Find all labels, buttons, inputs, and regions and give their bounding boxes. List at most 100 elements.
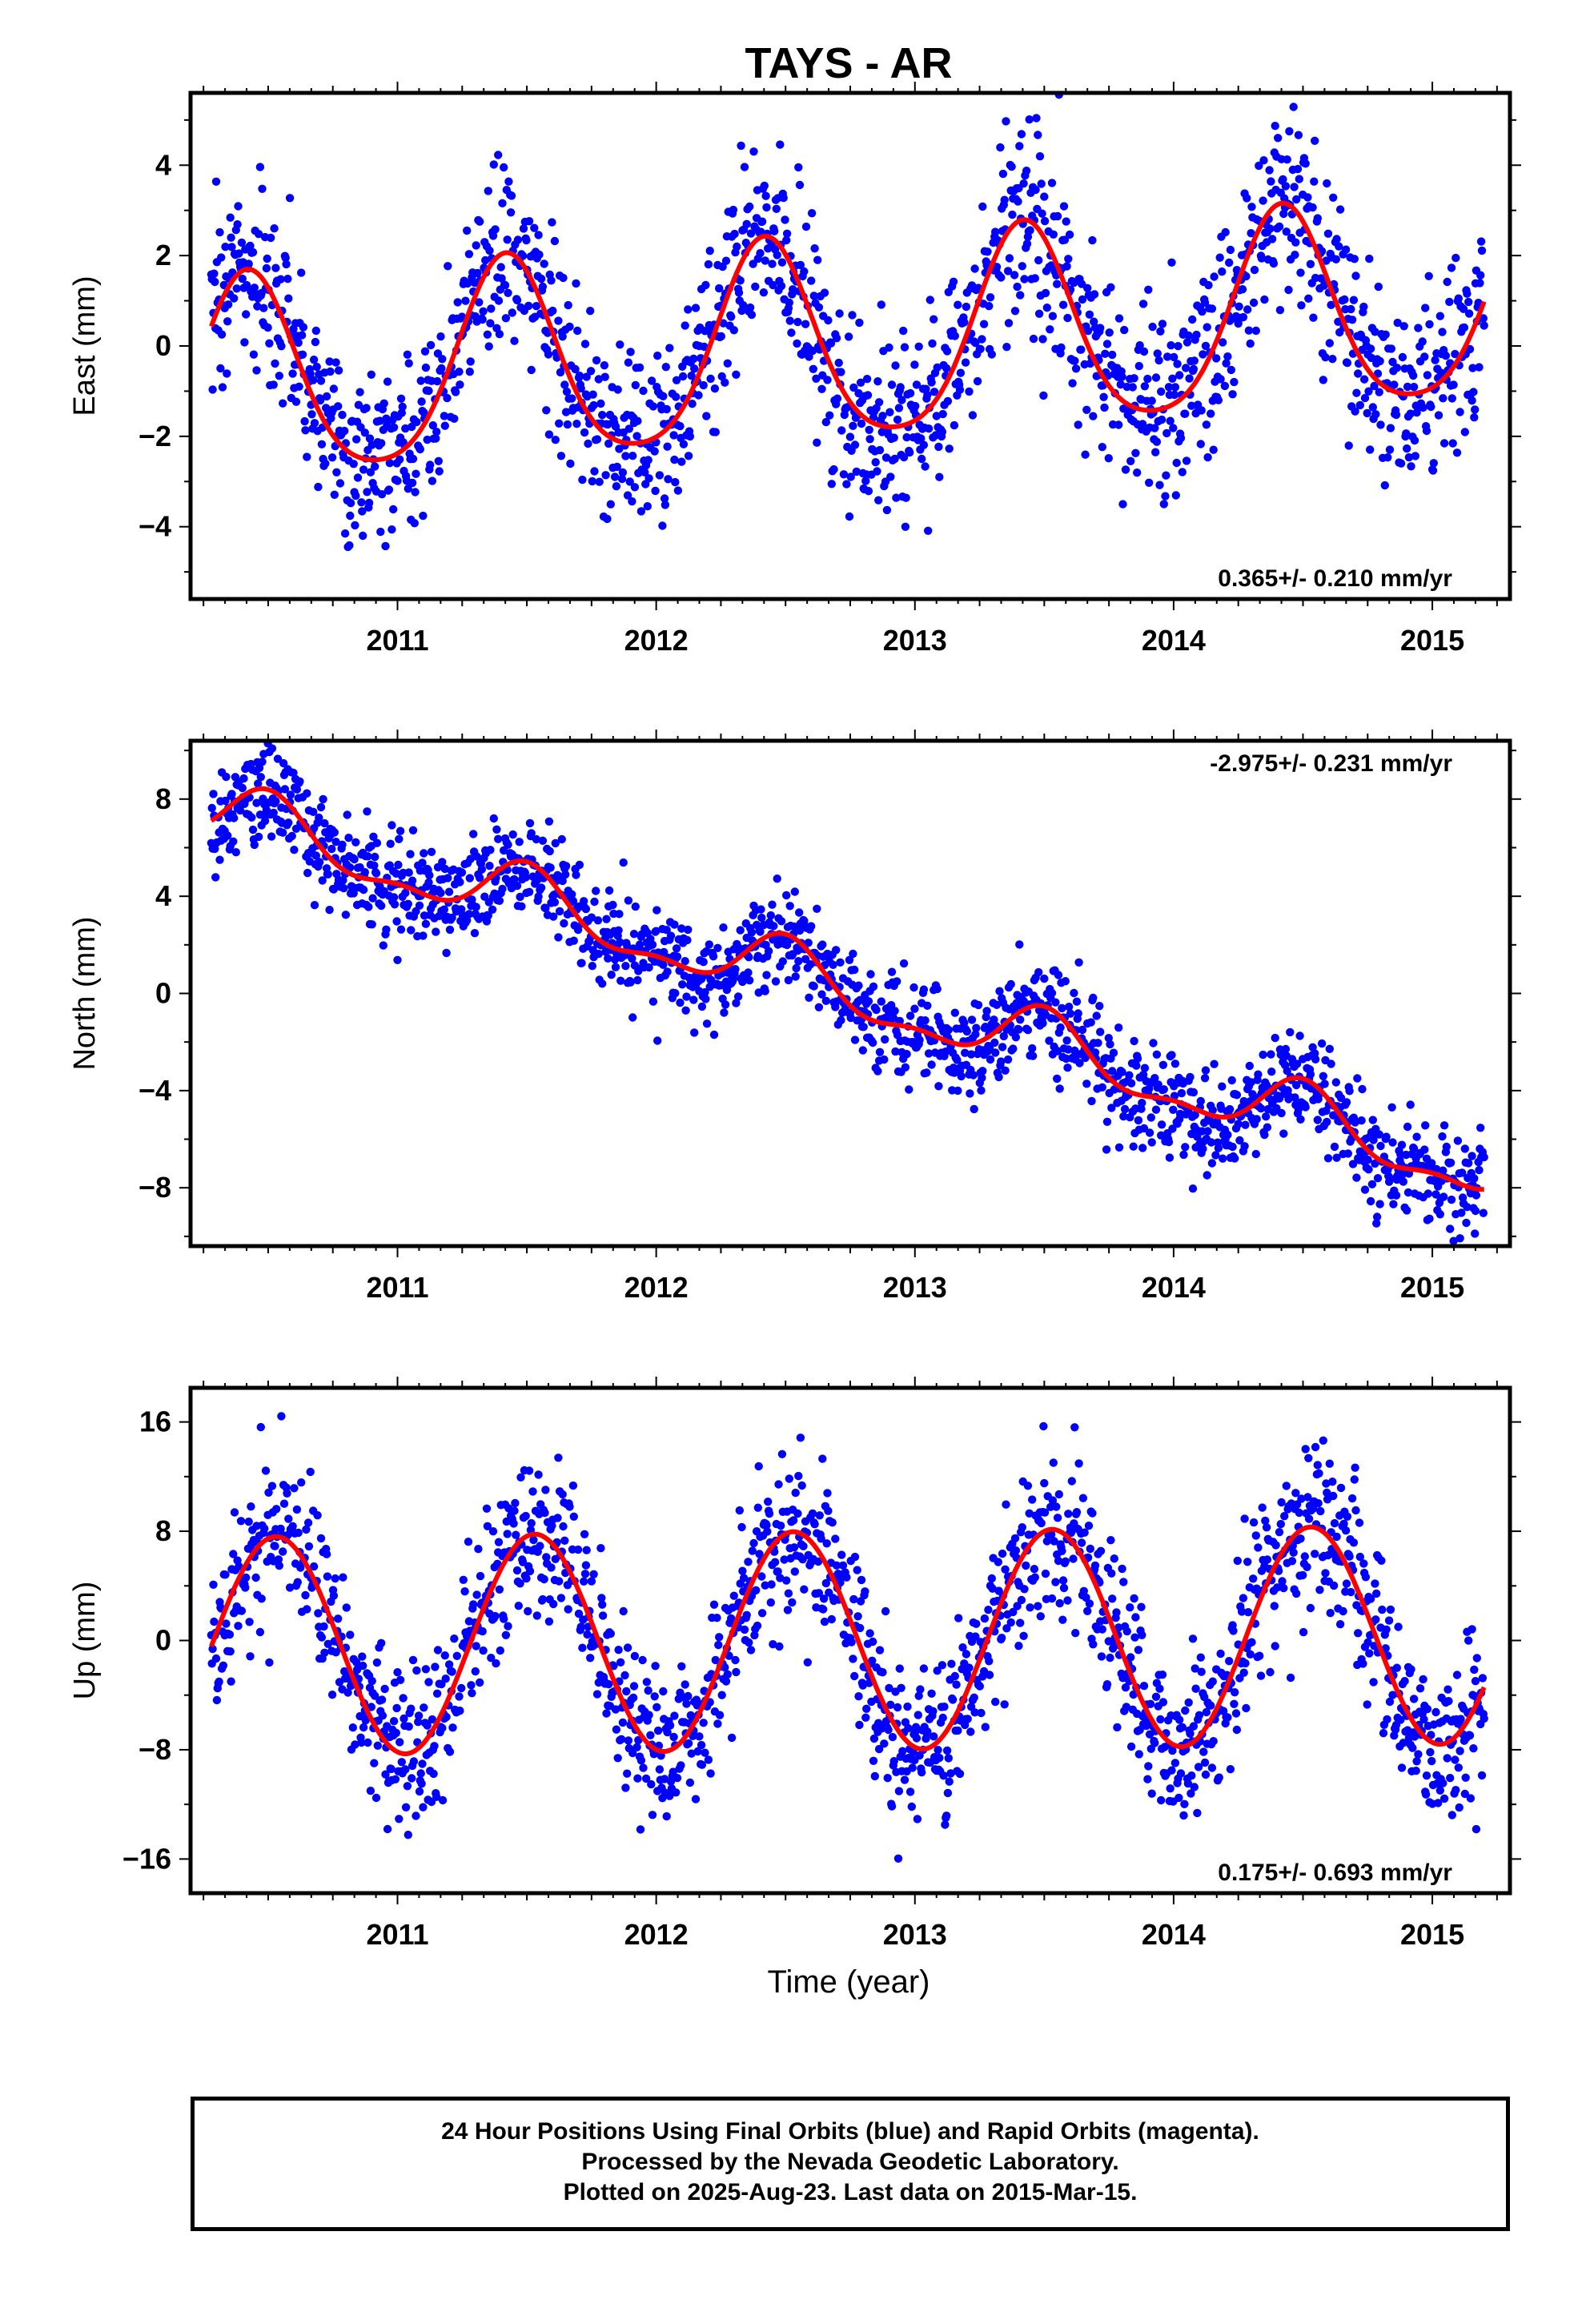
data-point (919, 985, 929, 994)
data-point (1323, 1154, 1333, 1163)
y-tick-label: 4 (155, 148, 171, 181)
data-point (418, 1759, 427, 1768)
data-point (1100, 403, 1109, 412)
data-point (1256, 1104, 1266, 1113)
data-point (1207, 1138, 1216, 1147)
data-point (431, 1663, 440, 1671)
data-point (457, 1683, 466, 1693)
data-point (684, 305, 693, 314)
data-point (1167, 258, 1176, 267)
data-point (725, 1651, 733, 1660)
data-point (1137, 1104, 1146, 1113)
plot-area-north (191, 741, 1510, 1246)
data-point (702, 412, 711, 420)
data-point (340, 426, 349, 436)
data-point (1407, 462, 1415, 471)
data-point (1019, 179, 1028, 188)
data-point (400, 1714, 408, 1723)
data-point (1079, 1586, 1089, 1596)
data-point (1063, 1596, 1072, 1605)
data-point (777, 1522, 785, 1530)
data-point (1410, 436, 1419, 445)
data-point (1023, 1026, 1033, 1035)
data-point (476, 217, 484, 226)
data-point (340, 529, 350, 538)
data-point (331, 358, 340, 367)
data-point (838, 1561, 848, 1570)
data-point (681, 1006, 690, 1015)
data-point (248, 825, 258, 834)
data-point (516, 892, 524, 902)
data-point (571, 364, 580, 374)
data-point (701, 327, 709, 336)
data-point (971, 1632, 980, 1641)
data-point (464, 910, 474, 919)
data-point (930, 315, 938, 324)
data-point (580, 1530, 589, 1539)
data-point (438, 355, 447, 364)
data-point (494, 834, 503, 843)
data-point (1292, 195, 1301, 204)
data-point (311, 326, 320, 336)
data-point (357, 1738, 366, 1747)
data-point (818, 940, 827, 949)
data-point (1360, 393, 1370, 403)
data-point (522, 235, 531, 245)
data-point (339, 876, 347, 885)
data-point (1383, 453, 1392, 462)
data-point (1053, 1514, 1062, 1522)
data-point (908, 1763, 917, 1772)
data-point (739, 301, 748, 310)
y-tick-label: −4 (139, 510, 171, 543)
data-point (837, 1015, 845, 1025)
data-point (396, 826, 405, 835)
data-point (551, 838, 560, 848)
data-point (1262, 1112, 1271, 1121)
data-point (249, 350, 259, 359)
data-point (459, 1575, 468, 1585)
data-point (396, 1738, 404, 1747)
data-point (882, 505, 892, 515)
data-point (341, 911, 351, 919)
data-point (742, 1610, 751, 1620)
data-point (659, 960, 668, 970)
data-point (334, 402, 343, 411)
data-point (933, 984, 942, 994)
data-point (950, 1671, 960, 1681)
data-point (1423, 371, 1432, 380)
data-point (1390, 380, 1399, 389)
data-point (1051, 998, 1060, 1007)
data-point (1176, 1769, 1186, 1778)
data-point (1428, 466, 1438, 475)
data-point (863, 391, 873, 400)
data-point (227, 1677, 235, 1686)
data-point (984, 1606, 993, 1614)
data-point (934, 1082, 943, 1091)
data-point (899, 452, 909, 462)
data-point (364, 498, 374, 508)
data-point (521, 1511, 530, 1521)
data-point (856, 1597, 865, 1606)
data-point (822, 1539, 831, 1548)
data-point (1114, 1623, 1123, 1632)
data-point (1131, 1613, 1140, 1622)
data-point (1350, 255, 1359, 263)
data-point (793, 317, 802, 327)
data-point (1449, 380, 1458, 389)
data-point (404, 1722, 413, 1731)
data-point (465, 874, 474, 883)
data-point (461, 296, 470, 305)
x-axis-north: 2011 2012 2013 2014 2015 (203, 730, 1498, 1304)
data-point (1212, 354, 1221, 363)
data-point (979, 320, 989, 328)
data-point (331, 1574, 339, 1583)
data-point (935, 472, 944, 481)
data-point (383, 377, 392, 386)
data-point (270, 224, 279, 233)
data-point (779, 193, 788, 203)
data-point (745, 976, 754, 985)
data-point (1252, 1115, 1261, 1124)
data-point (746, 1646, 756, 1655)
data-point (905, 1011, 915, 1020)
